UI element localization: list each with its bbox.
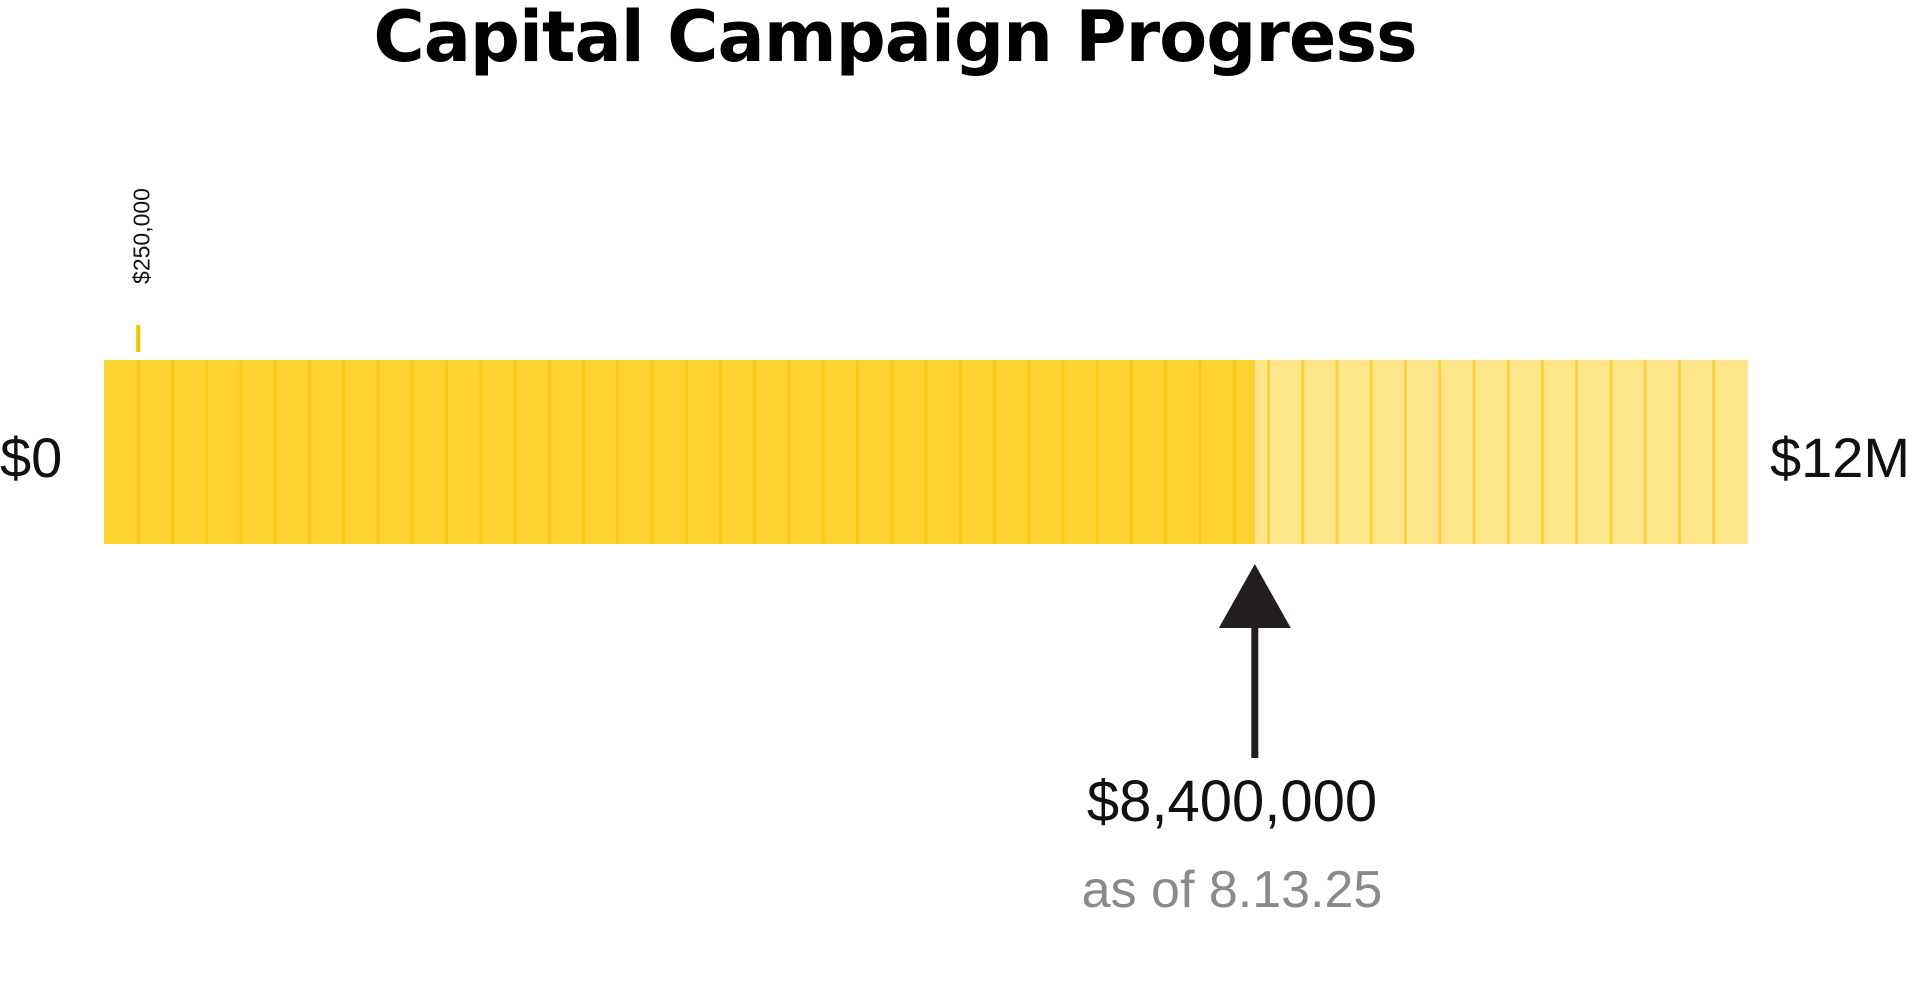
segment-lines (136, 360, 1716, 544)
as-of-date-label: as of 8.13.25 (1081, 861, 1383, 919)
up-arrow-icon (1218, 564, 1291, 758)
start-label: $0 (0, 426, 63, 489)
increment-label: $250,000 (128, 188, 155, 284)
goal-label: $12M (1770, 426, 1911, 489)
chart-title: Capital Campaign Progress (373, 0, 1417, 78)
raised-amount-label: $8,400,000 (1086, 769, 1378, 834)
